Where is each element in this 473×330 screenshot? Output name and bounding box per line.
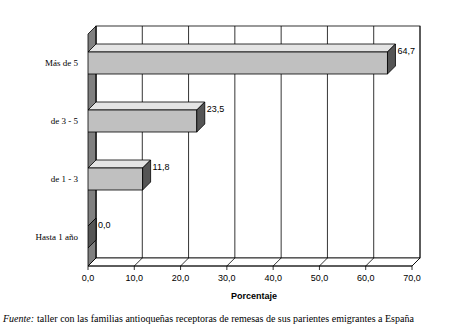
chart-container: 0,0 10,0 20,0 30,0 40,0 50,0 60,0 70,0 Más de 5 6… — [0, 0, 473, 330]
tick-label: 20,0 — [172, 273, 190, 283]
bar-top — [88, 44, 395, 52]
tick-label: 70,0 — [403, 273, 421, 283]
bar-front — [88, 168, 143, 190]
tick-mark — [226, 266, 227, 270]
category-label: Hasta 1 año — [36, 232, 79, 242]
tick-mark — [319, 266, 320, 270]
floor — [88, 258, 420, 266]
floor-grid-line — [88, 258, 96, 266]
bar — [88, 102, 205, 132]
x-axis-line — [88, 266, 412, 267]
floor-grid-line — [227, 258, 235, 266]
bar — [88, 160, 151, 190]
tick-label: 10,0 — [126, 273, 144, 283]
bar-top — [88, 102, 205, 110]
bar-side — [387, 44, 395, 74]
tick-label: 30,0 — [218, 273, 236, 283]
bars-group — [88, 44, 395, 248]
floor-grid-line — [134, 258, 142, 266]
bar-side — [197, 102, 205, 132]
tick-mark — [180, 266, 181, 270]
bar-side — [88, 218, 96, 248]
source-text: taller con las familias antioqueñas rece… — [37, 313, 414, 324]
source-label: Fuente: — [2, 313, 34, 324]
source-note: Fuente:taller con las familias antioqueñ… — [2, 313, 414, 324]
tick-mark — [273, 266, 274, 270]
tick-mark — [88, 266, 89, 270]
tick-label: 60,0 — [357, 273, 375, 283]
x-axis-label: Porcentaje — [231, 291, 277, 301]
tick-mark — [134, 266, 135, 270]
floor-grid-line — [319, 258, 327, 266]
floor-grid-line — [273, 258, 281, 266]
category-label: Más de 5 — [45, 58, 78, 68]
bar-front — [88, 110, 197, 132]
category-label: de 3 - 5 — [51, 116, 79, 126]
floor-grid-line — [181, 258, 189, 266]
floor-grid-line — [412, 258, 420, 266]
tick-label: 40,0 — [264, 273, 282, 283]
category-label: de 1 - 3 — [51, 174, 79, 184]
data-label: 11,8 — [153, 162, 170, 172]
tick-label: 50,0 — [311, 273, 329, 283]
data-label: 23,5 — [207, 104, 225, 114]
bar-front — [88, 52, 387, 74]
tick-label: 0,0 — [82, 273, 95, 283]
floor-grid-line — [366, 258, 374, 266]
tick-mark — [365, 266, 366, 270]
bar-side — [143, 160, 151, 190]
data-label: 0,0 — [98, 220, 111, 230]
bar — [88, 44, 395, 74]
tick-mark — [412, 266, 413, 270]
bar — [88, 218, 96, 248]
chart-svg: 0,0 10,0 20,0 30,0 40,0 50,0 60,0 70,0 Más de 5 6… — [0, 0, 473, 330]
bar-top — [88, 160, 151, 168]
grid-line — [420, 26, 421, 258]
data-label: 64,7 — [397, 46, 415, 56]
